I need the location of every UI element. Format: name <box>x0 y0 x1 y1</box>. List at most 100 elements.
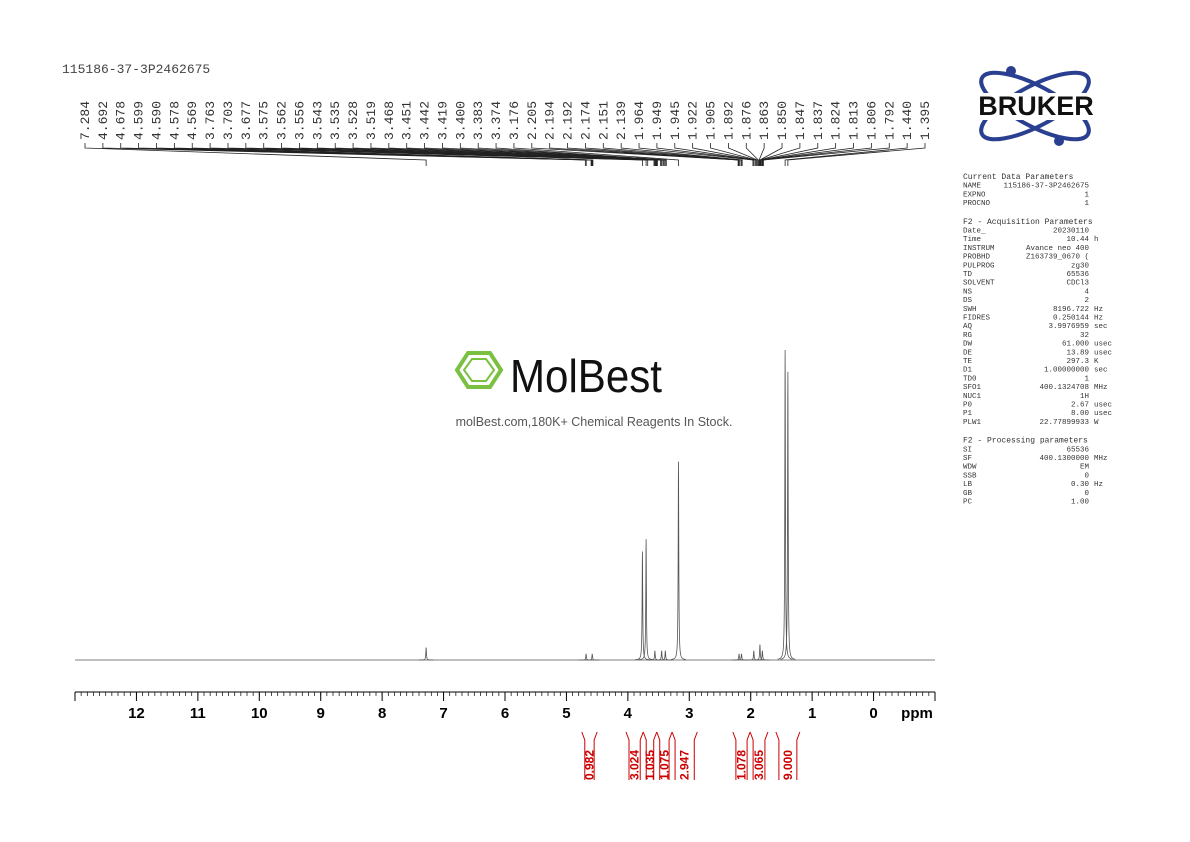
param-key: TD <box>963 271 973 279</box>
param-unit: sec <box>1094 367 1108 375</box>
param-value: 0 <box>1084 490 1089 498</box>
param-value: 2.67 <box>1071 402 1089 410</box>
x-tick-label: 5 <box>562 705 570 722</box>
peak-leader <box>442 143 664 166</box>
x-tick-label: 6 <box>501 705 509 722</box>
param-key: WDW <box>963 464 977 472</box>
peak-label: 1.876 <box>739 101 754 140</box>
peak-label: 2.151 <box>596 101 611 140</box>
x-tick-label: 8 <box>378 705 386 722</box>
param-value: 297.3 <box>1066 358 1089 366</box>
peak <box>780 371 796 660</box>
param-key: NAME <box>963 183 982 191</box>
x-tick-label: 0 <box>869 705 877 722</box>
peak <box>657 650 673 661</box>
param-key: PLW1 <box>963 419 982 427</box>
param-key: LB <box>963 481 973 489</box>
peak-label: 1.949 <box>650 101 665 140</box>
param-value: 2 <box>1084 297 1089 305</box>
peak-label: 3.556 <box>292 101 307 140</box>
peak-label: 4.578 <box>167 101 182 140</box>
param-unit: usec <box>1094 402 1112 410</box>
peak-label: 3.677 <box>239 101 254 140</box>
param-unit: W <box>1094 419 1099 427</box>
peak-leader <box>710 143 757 166</box>
x-tick-label: 3 <box>685 705 693 722</box>
peak-leader <box>762 143 872 166</box>
peak-label: 4.569 <box>185 101 200 140</box>
integral-label: 3.024 <box>628 750 642 780</box>
peak-leader <box>763 143 890 166</box>
param-value: 1 <box>1084 200 1089 208</box>
integral-label: 0.982 <box>582 750 596 780</box>
peak-label: 1.792 <box>882 101 897 140</box>
peak-leader <box>787 143 926 166</box>
peak-label: 1.945 <box>668 101 683 140</box>
peak-label: 1.395 <box>918 101 933 140</box>
peak-leader <box>620 143 743 166</box>
peak-leader <box>674 143 755 166</box>
param-heading: F2 - Processing parameters <box>963 437 1088 446</box>
param-value: 1 <box>1084 191 1089 199</box>
param-key: SI <box>963 446 972 454</box>
peak-label: 3.383 <box>471 101 486 140</box>
peak-label: 3.419 <box>435 101 450 140</box>
param-key: D1 <box>963 367 973 375</box>
peak <box>638 539 654 661</box>
param-value: 4 <box>1084 288 1089 296</box>
peak-label: 4.599 <box>132 101 147 140</box>
peak-label: 3.575 <box>257 101 272 140</box>
param-key: DS <box>963 297 973 305</box>
peak-label: 3.374 <box>489 101 504 140</box>
peak <box>755 650 770 661</box>
integral-label: 1.035 <box>643 750 657 780</box>
peak-label: 3.562 <box>275 101 290 140</box>
peak-label: 1.850 <box>775 101 790 140</box>
param-value: 13.89 <box>1066 349 1089 357</box>
peak-leader <box>692 143 756 166</box>
peak-leader <box>191 143 594 166</box>
peak-label: 3.519 <box>364 101 379 140</box>
peak <box>418 647 434 661</box>
peak-leader <box>761 143 837 166</box>
param-value: 0.250144 <box>1053 315 1090 323</box>
param-key: DE <box>963 349 973 357</box>
integral-bracket <box>581 731 598 780</box>
x-tick-label: 9 <box>317 705 325 722</box>
param-key: SWH <box>963 306 977 314</box>
peak-label: 3.176 <box>507 101 522 140</box>
param-key: NS <box>963 288 973 296</box>
peak-label: 3.468 <box>382 101 397 140</box>
integral-label: 1.078 <box>735 750 749 780</box>
param-value: 20230110 <box>1053 228 1090 236</box>
watermark: MolBest molBest.com,180K+ Chemical Reage… <box>454 350 732 429</box>
peak-label: 2.192 <box>561 101 576 140</box>
peak-label: 1.824 <box>829 101 844 140</box>
peak-leader <box>567 143 740 166</box>
peak-label: 4.678 <box>114 101 129 140</box>
param-key: NUC1 <box>963 393 982 401</box>
peak <box>578 653 594 661</box>
peak-label: 3.400 <box>453 101 468 140</box>
peak-label: 4.692 <box>96 101 111 140</box>
peak-leader <box>585 143 741 166</box>
peak-label: 2.139 <box>614 101 629 140</box>
peak-leader <box>602 143 742 166</box>
integral-bracket <box>656 731 673 780</box>
x-axis-label: ppm <box>901 705 933 722</box>
param-heading: F2 - Acquisition Parameters <box>963 218 1093 227</box>
param-value: Avance neo 400 <box>1026 245 1090 253</box>
param-key: INSTRUM <box>963 245 995 253</box>
x-tick-label: 7 <box>439 705 447 722</box>
integral-label: 1.075 <box>657 750 671 780</box>
peak-leader <box>760 143 819 166</box>
param-unit: Hz <box>1094 306 1103 314</box>
param-value: 8196.722 <box>1053 306 1089 314</box>
watermark-icon <box>454 351 504 389</box>
param-value: 22.77899933 <box>1039 419 1089 427</box>
logo-dot <box>1054 136 1064 146</box>
param-value: 1.00000000 <box>1044 367 1090 375</box>
param-value: 1.00 <box>1071 499 1090 507</box>
